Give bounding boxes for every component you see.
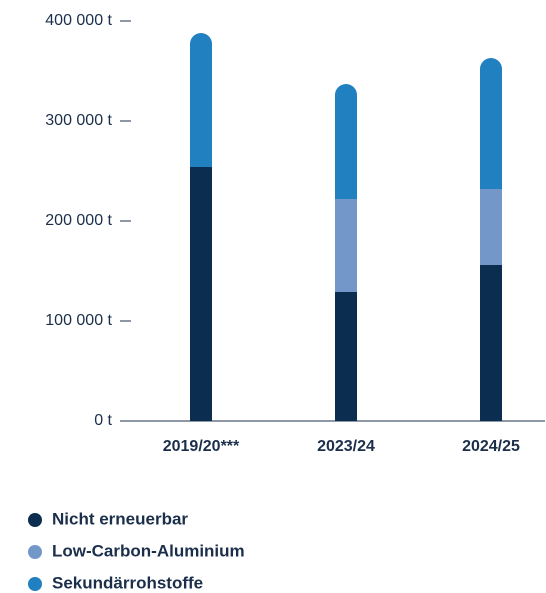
legend-swatch <box>28 545 42 559</box>
bar-segment <box>335 199 357 292</box>
x-tick-label: 2019/20*** <box>163 438 240 455</box>
bar-segment <box>480 58 502 189</box>
y-tick-label: 300 000 t <box>45 112 112 129</box>
y-tick-label: 400 000 t <box>45 12 112 29</box>
x-tick-label: 2024/25 <box>462 438 520 455</box>
legend-swatch <box>28 513 42 527</box>
bar-segment <box>335 292 357 421</box>
y-tick-label: 200 000 t <box>45 212 112 229</box>
y-tick-label: 0 t <box>94 412 112 429</box>
bar-segment <box>480 265 502 421</box>
bar-segment <box>480 189 502 265</box>
legend-swatch <box>28 577 42 591</box>
bar-segment <box>190 33 212 167</box>
legend-label: Sekundärrohstoffe <box>52 573 203 592</box>
legend-label: Low-Carbon-Aluminium <box>52 541 245 560</box>
bar-segment <box>190 167 212 421</box>
y-tick-label: 100 000 t <box>45 312 112 329</box>
legend-label: Nicht erneuerbar <box>52 509 188 528</box>
x-tick-label: 2023/24 <box>317 438 375 455</box>
bar-segment <box>335 84 357 199</box>
